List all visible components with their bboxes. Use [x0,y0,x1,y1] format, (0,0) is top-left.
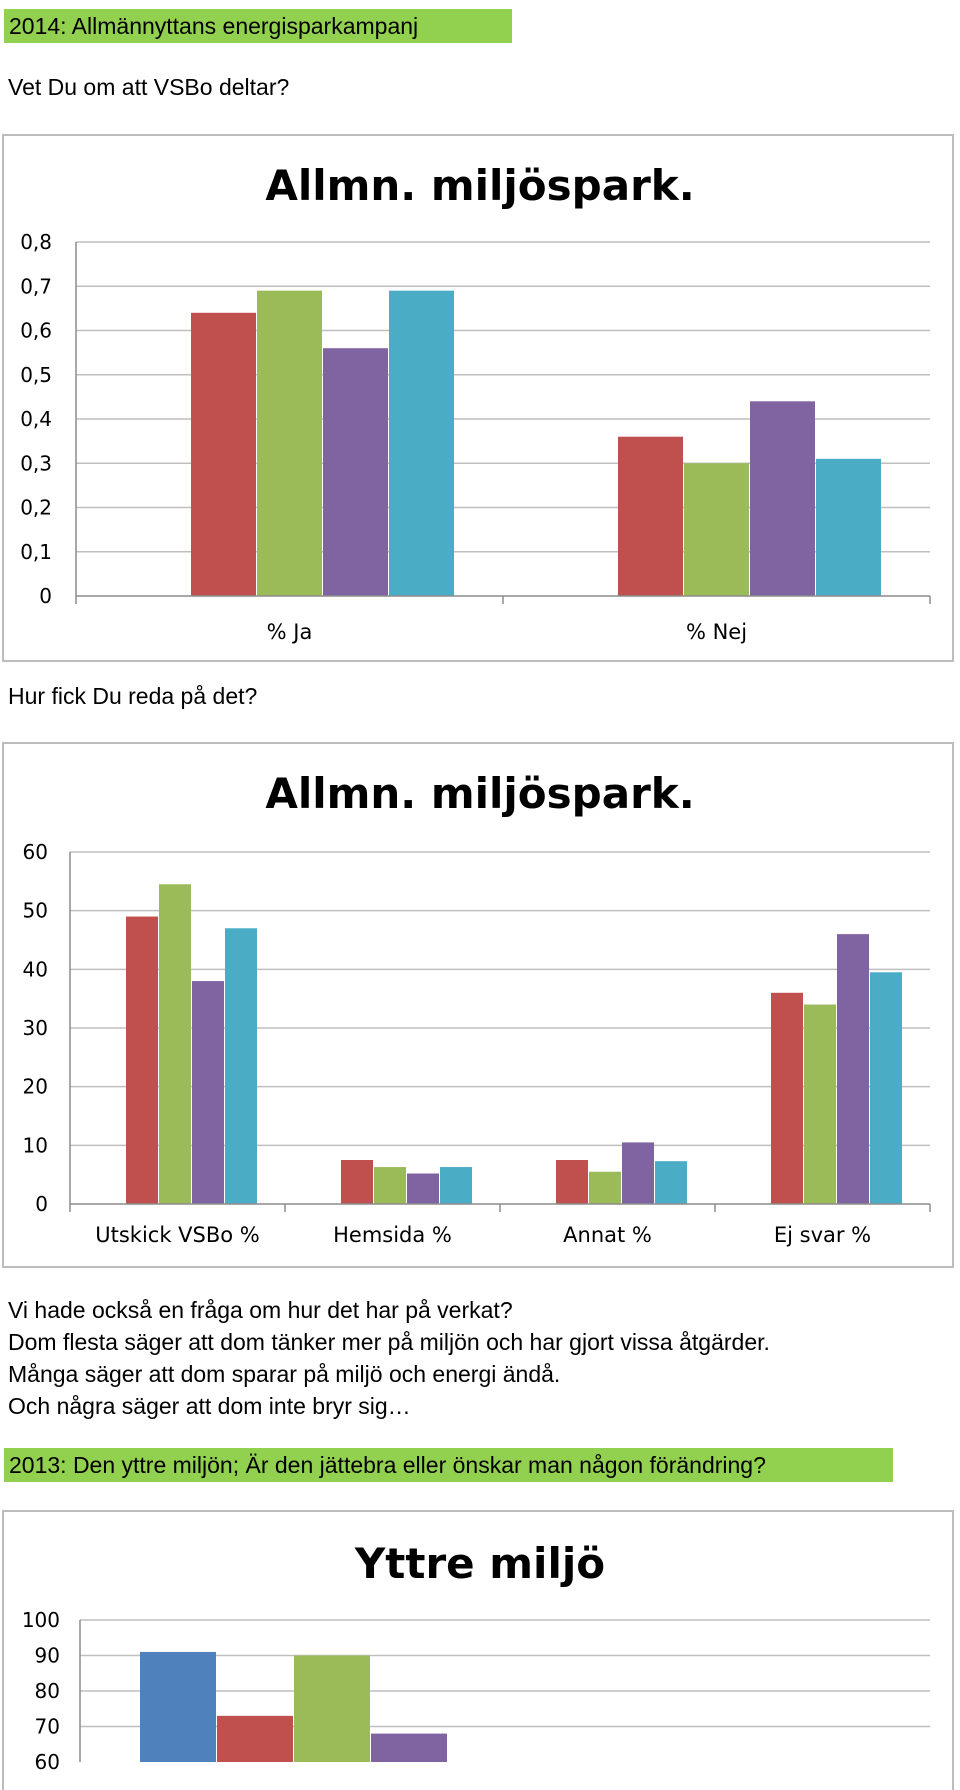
chart-title: Allmn. miljöspark. [265,769,694,818]
bar [870,972,902,1204]
chart-panel-1: 0 0,1 0,2 0,3 0,4 0,5 0,6 0,7 0,8 % Ja % Nej Allmn.… [2,134,954,662]
x-category-label: Utskick VSBo % [95,1223,260,1247]
chart-title: Yttre miljö [354,1539,605,1588]
y-tick-label: 10 [23,1133,48,1157]
y-tick-label: 60 [23,840,48,864]
bar [225,928,257,1204]
bar [750,401,815,596]
paragraph-line: Och några säger att dom inte bryr sig… [8,1393,411,1419]
bar [684,463,749,596]
bar-chart-source: 0 10 20 30 40 50 60 Utskick VSBo % Hemsida % Anna… [23,769,931,1247]
x-category-label: Ej svar % [774,1223,871,1247]
bar-chart-awareness: 0 0,1 0,2 0,3 0,4 0,5 0,6 0,7 0,8 % Ja % Nej Allmn.… [20,161,931,644]
y-tick-label: 100 [22,1608,60,1632]
bar [389,290,454,596]
y-tick-label: 0,8 [20,230,52,254]
y-tick-label: 60 [35,1750,60,1774]
section-heading-2014: 2014: Allmännyttans energisparkampanj [4,9,512,43]
chart-panel-2: 0 10 20 30 40 50 60 Utskick VSBo % Hemsida % Anna… [2,742,954,1268]
bar [837,934,869,1204]
bar [371,1733,447,1762]
bar [407,1173,439,1204]
bar [618,436,683,596]
bar [126,916,158,1204]
y-tick-label: 0,6 [20,319,52,343]
y-tick-label: 0,7 [20,274,52,298]
x-category-label: % Nej [686,620,747,644]
paragraph-line: Många säger att dom sparar på miljö och … [8,1361,561,1387]
bar [655,1161,687,1204]
bar [323,348,388,596]
y-tick-label: 40 [23,957,48,981]
y-tick-label: 0,5 [20,363,52,387]
paragraph-line: Vi hade också en fråga om hur det har på… [8,1297,513,1323]
bar [341,1160,373,1204]
bar [257,290,322,596]
paragraph-line: Dom flesta säger att dom tänker mer på m… [8,1329,770,1355]
bar [374,1167,406,1204]
x-category-label: % Ja [267,620,313,644]
question-how-found-out: Hur fick Du reda på det? [8,683,258,709]
y-tick-label: 20 [23,1075,48,1099]
y-tick-label: 0,2 [20,496,52,520]
bar-chart-outdoor-environment: 60 70 80 90 100 Yttre miljö [22,1539,930,1774]
bar [294,1655,370,1762]
bar [440,1167,472,1204]
chart-title: Allmn. miljöspark. [265,161,694,210]
y-tick-label: 0,3 [20,451,52,475]
y-tick-label: 30 [23,1016,48,1040]
x-category-label: Hemsida % [333,1223,452,1247]
bar [816,458,881,596]
y-tick-label: 90 [35,1644,60,1668]
bar [191,312,256,596]
y-tick-label: 50 [23,899,48,923]
y-tick-label: 0,4 [20,407,52,431]
bar [192,981,224,1204]
question-vsbo-participates: Vet Du om att VSBo deltar? [8,74,290,100]
x-category-label: Annat % [563,1223,652,1247]
y-tick-label: 0,1 [20,540,52,564]
section-heading-2013: 2013: Den yttre miljön; Är den jättebra … [4,1448,893,1482]
y-tick-label: 80 [35,1679,60,1703]
bar [159,884,191,1204]
bar [589,1171,621,1204]
y-tick-label: 70 [35,1715,60,1739]
bar [804,1004,836,1204]
bar [556,1160,588,1204]
y-tick-label: 0 [39,584,52,608]
y-tick-label: 0 [35,1192,48,1216]
bar [771,992,803,1204]
chart-panel-3: 60 70 80 90 100 Yttre miljö [2,1510,954,1790]
bar [140,1651,216,1762]
bar [217,1715,293,1762]
bar [622,1142,654,1204]
paragraph-effects: Vi hade också en fråga om hur det har på… [8,1294,770,1422]
